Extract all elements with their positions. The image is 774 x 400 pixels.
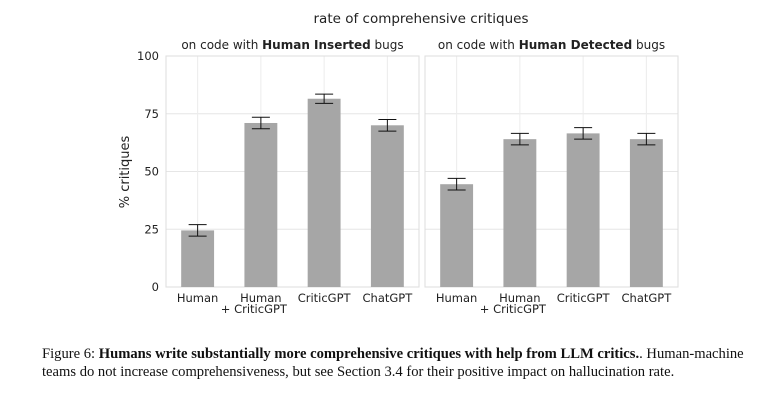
y-tick-label: 0 [152, 280, 159, 294]
y-tick-label: 100 [137, 49, 159, 63]
panel-title-suffix: bugs [632, 38, 665, 52]
bar [566, 133, 600, 287]
figure-caption: Figure 6: Humans write substantially mor… [42, 345, 764, 381]
x-tick-label: Human [499, 291, 540, 305]
x-tick-label: CriticGPT [557, 291, 611, 305]
bar [629, 139, 663, 287]
bar-chart: rate of comprehensive critiques % critiq… [118, 11, 679, 316]
bar [181, 230, 215, 287]
panel-title-prefix: on code with [438, 38, 519, 52]
x-tick-label: ChatGPT [622, 291, 673, 305]
y-tick-label: 50 [144, 165, 159, 179]
panel-title: on code with Human Detected bugs [438, 38, 665, 52]
bar [503, 139, 537, 287]
panel-title-bold: Human Detected [519, 38, 632, 52]
x-tick-label-line2: + CriticGPT [221, 302, 288, 316]
bar [307, 98, 341, 287]
caption-bold: Humans write substantially more comprehe… [98, 346, 640, 362]
y-tick-label: 25 [144, 222, 159, 236]
bar [440, 184, 474, 287]
panel-frame [424, 55, 679, 288]
chart-title: rate of comprehensive critiques [314, 11, 529, 27]
x-tick-label: Human [240, 291, 281, 305]
x-tick-label: Human [436, 291, 477, 305]
bar [370, 125, 404, 287]
caption-prefix: Figure 6: [42, 346, 99, 362]
y-axis-label: % critiques [118, 135, 133, 208]
x-tick-label: ChatGPT [363, 291, 414, 305]
bar [244, 122, 278, 288]
panel-title-suffix: bugs [371, 38, 404, 52]
x-tick-label-line2: + CriticGPT [480, 302, 547, 316]
panel-title-prefix: on code with [181, 38, 262, 52]
x-tick-label: Human [177, 291, 218, 305]
y-tick-label: 75 [144, 107, 159, 121]
panel-title: on code with Human Inserted bugs [181, 38, 403, 52]
x-tick-label: CriticGPT [298, 291, 352, 305]
panel-title-bold: Human Inserted [262, 38, 371, 52]
panel-frame [165, 55, 420, 288]
caption-rest: . Human-machine teams do not increase co… [42, 346, 744, 380]
